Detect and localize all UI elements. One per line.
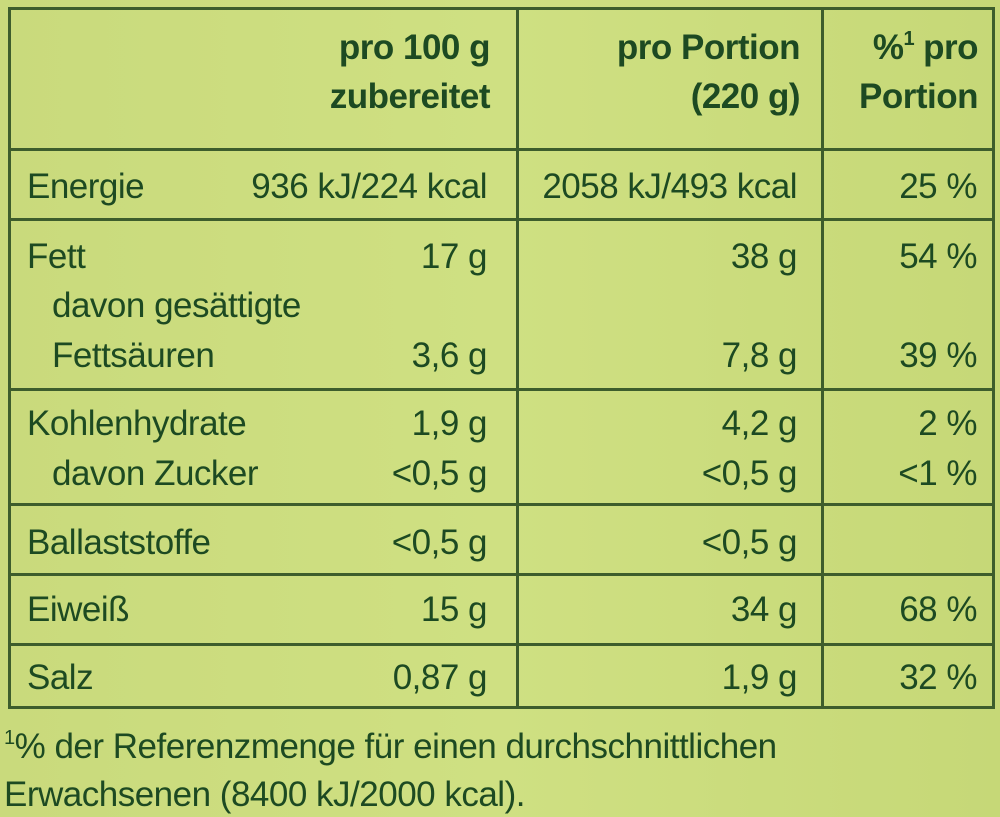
value: 34 g (730, 590, 798, 629)
value: 15 g (420, 590, 488, 629)
border (821, 7, 824, 709)
value: 936 kJ/224 kcal (251, 167, 487, 206)
border (992, 7, 995, 709)
header: % (872, 28, 904, 67)
row-label: Fett (27, 237, 86, 276)
footnote-text: Erwachsenen (8400 kJ/2000 kcal). (4, 775, 525, 814)
value: <0,5 g (701, 454, 798, 493)
row-label: Energie (27, 167, 145, 206)
value: 4,2 g (721, 404, 798, 443)
value: 32 % (899, 658, 977, 697)
header: %1 pro (872, 26, 979, 70)
border (8, 7, 11, 709)
value: 68 % (899, 590, 977, 629)
value: 39 % (899, 336, 977, 375)
border (8, 573, 995, 576)
border (8, 148, 995, 151)
value: 25 % (899, 167, 977, 206)
border (8, 388, 995, 391)
value: 0,87 g (392, 658, 488, 697)
value: 2 % (918, 404, 977, 443)
border (8, 218, 995, 221)
row-label: Eiweiß (27, 590, 130, 629)
border (8, 503, 995, 506)
value: 3,6 g (411, 336, 488, 375)
row-label: Salz (27, 658, 94, 697)
value: 54 % (899, 237, 977, 276)
border (8, 706, 995, 709)
value: 1,9 g (721, 658, 798, 697)
border (8, 643, 995, 646)
footnote-text: % der Referenzmenge für einen durchschni… (14, 727, 778, 766)
header: pro Portion (616, 28, 801, 67)
value: <0,5 g (701, 523, 798, 562)
header: Portion (859, 77, 978, 116)
row-label: davon gesättigte (52, 286, 301, 325)
value: <1 % (898, 454, 977, 493)
row-label: Ballaststoffe (27, 523, 211, 562)
row-label: Kohlenhydrate (27, 404, 247, 443)
value: 7,8 g (721, 336, 798, 375)
value: 1,9 g (411, 404, 488, 443)
header: pro 100 g (338, 28, 491, 67)
header: pro (923, 28, 978, 67)
value: <0,5 g (391, 523, 488, 562)
value: 2058 kJ/493 kcal (542, 167, 797, 206)
superscript: 1 (903, 28, 915, 50)
border (8, 7, 995, 10)
row-label: Fettsäuren (52, 336, 215, 375)
value: 38 g (730, 237, 798, 276)
superscript: 1 (4, 727, 15, 749)
border (516, 7, 519, 709)
value: <0,5 g (391, 454, 488, 493)
row-label: davon Zucker (52, 454, 259, 493)
header: (220 g) (690, 77, 801, 116)
footnote: 1% der Referenzmenge für einen durchschn… (4, 725, 777, 769)
value: 17 g (420, 237, 488, 276)
header: zubereitet (329, 77, 491, 116)
